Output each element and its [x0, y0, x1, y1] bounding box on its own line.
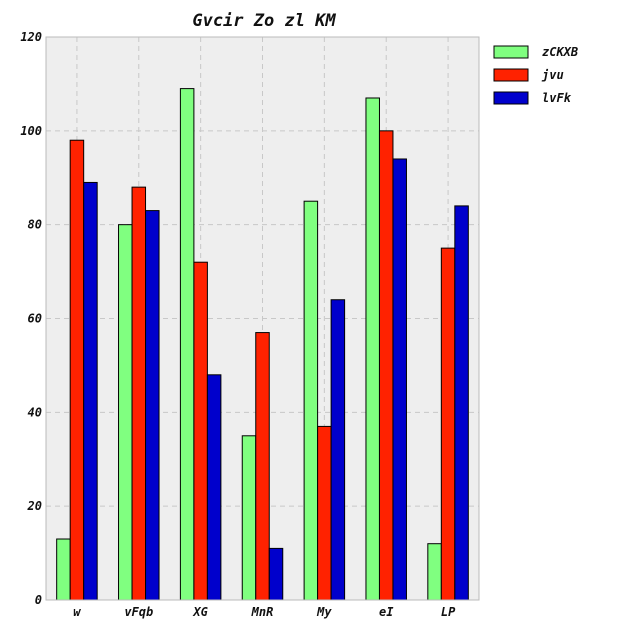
- bar-lvFk-XG: [206, 374, 222, 601]
- legend: zCKXB jvu lvFk: [493, 45, 578, 105]
- legend-label: lvFk: [542, 91, 572, 105]
- y-tick-label: 80: [28, 218, 42, 232]
- bar-jvu-w: [69, 139, 85, 601]
- bar-lvFk-My: [330, 299, 346, 601]
- y-tick-label: 20: [27, 499, 42, 513]
- y-tick-label: 120: [20, 30, 42, 44]
- x-tick-label: MnR: [251, 605, 274, 619]
- y-tick-label: 40: [28, 405, 42, 419]
- bar-zCKXB-vFqb: [118, 224, 133, 601]
- bar-zCKXB-XG: [179, 88, 195, 601]
- bar-jvu-vFqb: [131, 186, 147, 601]
- bar-lvFk-vFqb: [145, 210, 160, 601]
- x-tick-label: XG: [192, 605, 207, 619]
- x-tick-label: LP: [441, 605, 456, 619]
- bar-lvFk-w: [83, 181, 98, 601]
- bar-zCKXB-My: [303, 200, 319, 601]
- bar-jvu-eI: [378, 130, 394, 601]
- bar-jvu-LP: [440, 247, 456, 601]
- x-tick-label: eI: [379, 605, 394, 619]
- legend-label: zCKXB: [542, 45, 578, 59]
- bar-jvu-MnR: [255, 332, 270, 601]
- chart-title: Gvcir Zo zl KM: [192, 11, 336, 31]
- bar-zCKXB-LP: [427, 543, 442, 601]
- bar-zCKXB-eI: [365, 97, 380, 601]
- bar-jvu-XG: [193, 261, 208, 601]
- y-tick-label: 0: [35, 593, 42, 607]
- legend-swatch-lvFk: [493, 91, 529, 105]
- y-axis: 0 20 40 60 80 100 120: [20, 30, 42, 607]
- x-tick-label: vFqb: [124, 605, 153, 619]
- bar-lvFk-LP: [454, 205, 469, 601]
- x-axis: w vFqb XG MnR My eI LP: [73, 605, 456, 619]
- plot-frame: [45, 36, 480, 601]
- y-tick-label: 60: [28, 312, 42, 326]
- legend-label: jvu: [541, 68, 564, 82]
- bar-lvFk-eI: [392, 158, 407, 601]
- bar-lvFk-MnR: [268, 547, 284, 601]
- legend-swatch-zCKXB: [493, 45, 529, 59]
- y-tick-label: 100: [20, 124, 42, 138]
- bar-jvu-My: [317, 425, 332, 601]
- x-tick-label: My: [316, 605, 332, 619]
- x-tick-label: w: [73, 605, 81, 619]
- bar-zCKXB-w: [56, 538, 71, 601]
- bar-zCKXB-MnR: [241, 435, 257, 601]
- legend-swatch-jvu: [493, 68, 529, 82]
